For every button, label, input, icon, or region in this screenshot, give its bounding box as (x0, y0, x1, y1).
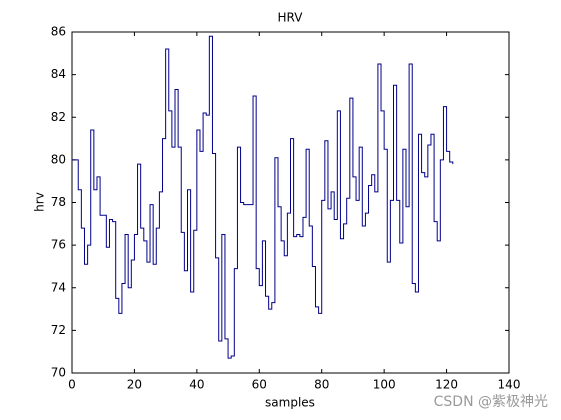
x-axis-label: samples (265, 396, 315, 410)
y-tick-label: 78 (51, 195, 66, 209)
x-tick-label: 20 (127, 378, 142, 392)
x-tick-label: 140 (498, 378, 521, 392)
y-tick-label: 86 (51, 25, 66, 39)
watermark: CSDN @紫极神光 (434, 394, 548, 410)
x-tick-label: 40 (189, 378, 204, 392)
x-tick-label: 80 (314, 378, 329, 392)
y-tick-label: 70 (51, 366, 66, 380)
y-tick-label: 82 (51, 110, 66, 124)
stairs-line (72, 35, 454, 359)
x-tick-label: 60 (252, 378, 267, 392)
y-tick-label: 76 (51, 238, 66, 252)
chart-title: HRV (278, 11, 304, 25)
y-tick-label: 72 (51, 323, 66, 337)
y-tick-label: 74 (51, 280, 66, 294)
y-axis-label: hrv (33, 192, 47, 212)
y-tick-label: 80 (51, 152, 66, 166)
y-tick-label: 84 (51, 67, 66, 81)
x-tick-label: 0 (68, 378, 76, 392)
x-tick-label: 100 (373, 378, 396, 392)
x-tick-label: 120 (435, 378, 458, 392)
